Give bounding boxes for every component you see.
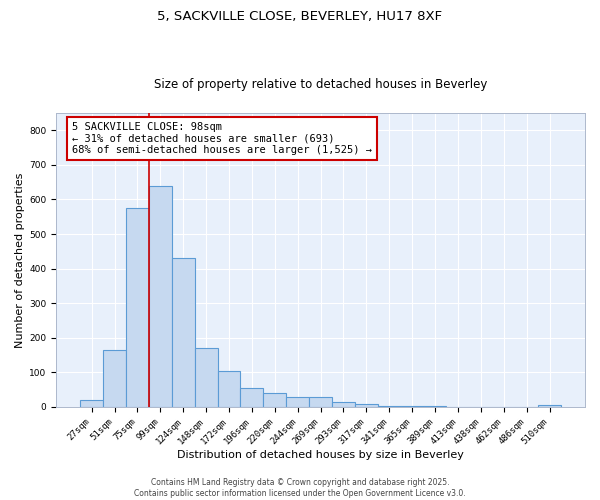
Bar (538, 405, 561, 407)
Bar (378, 406, 401, 407)
Bar (424, 406, 446, 407)
Bar (194, 348, 218, 407)
Title: Size of property relative to detached houses in Beverley: Size of property relative to detached ho… (154, 78, 487, 91)
Text: Contains HM Land Registry data © Crown copyright and database right 2025.
Contai: Contains HM Land Registry data © Crown c… (134, 478, 466, 498)
Bar (401, 406, 424, 407)
Bar (263, 393, 286, 407)
X-axis label: Distribution of detached houses by size in Beverley: Distribution of detached houses by size … (177, 450, 464, 460)
Bar (286, 396, 309, 407)
Text: 5, SACKVILLE CLOSE, BEVERLEY, HU17 8XF: 5, SACKVILLE CLOSE, BEVERLEY, HU17 8XF (157, 10, 443, 23)
Bar (149, 186, 172, 407)
Bar (241, 388, 263, 407)
Text: 5 SACKVILLE CLOSE: 98sqm
← 31% of detached houses are smaller (693)
68% of semi-: 5 SACKVILLE CLOSE: 98sqm ← 31% of detach… (72, 122, 372, 155)
Bar (126, 208, 149, 407)
Bar (80, 400, 103, 407)
Bar (332, 402, 355, 407)
Bar (355, 404, 378, 407)
Bar (172, 258, 194, 407)
Bar (218, 372, 241, 407)
Bar (309, 396, 332, 407)
Bar (103, 350, 126, 407)
Y-axis label: Number of detached properties: Number of detached properties (15, 172, 25, 348)
